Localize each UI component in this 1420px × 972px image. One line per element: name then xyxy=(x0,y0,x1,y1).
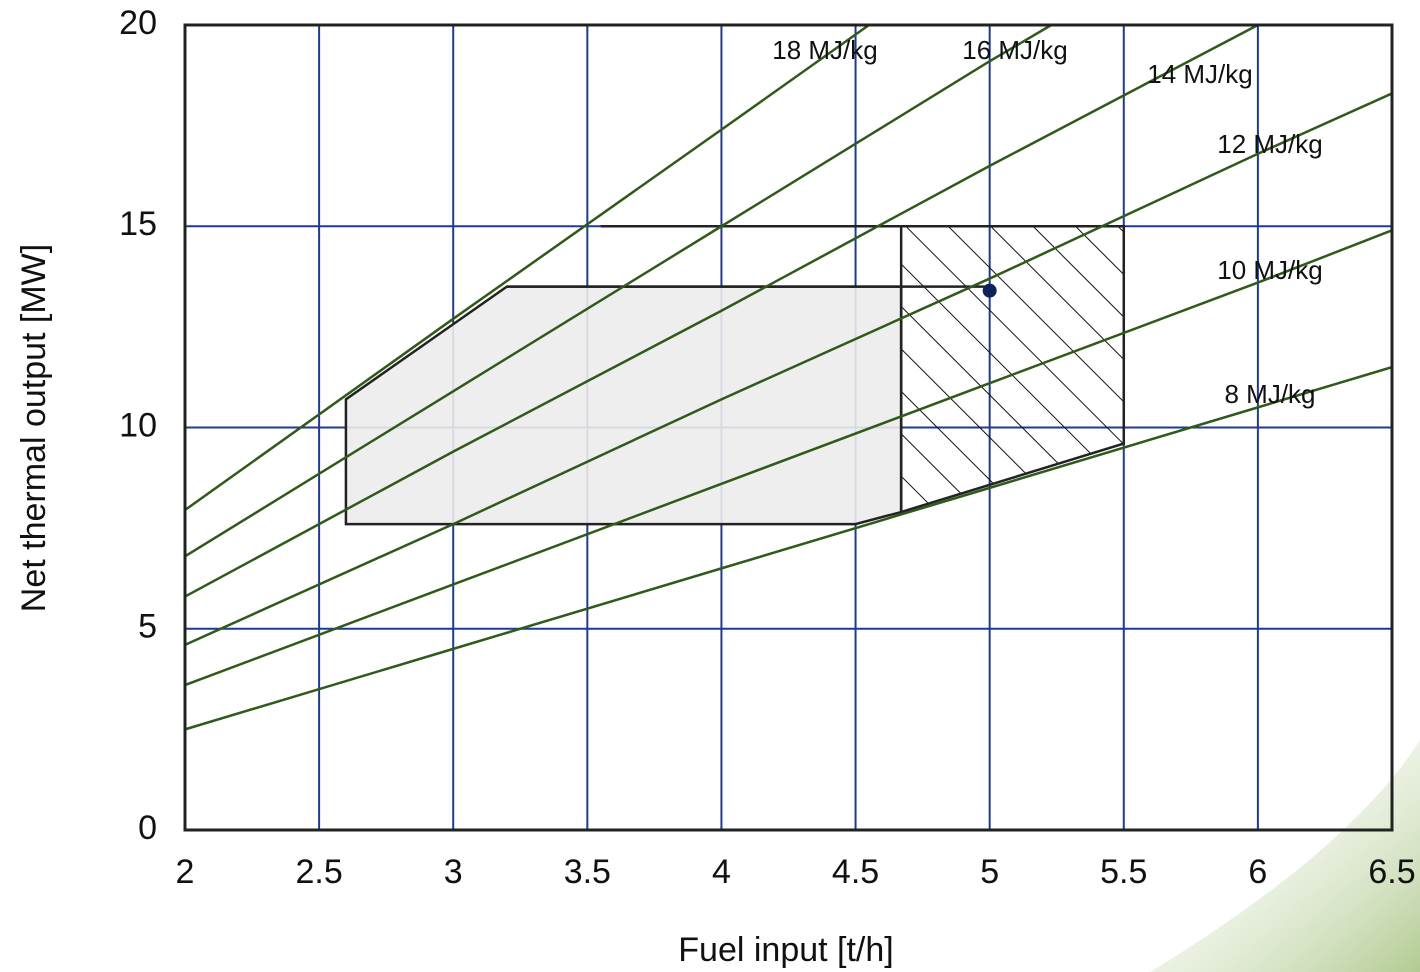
plot-frame xyxy=(183,23,1394,832)
y-tick-label: 0 xyxy=(138,809,157,847)
x-axis-title: Fuel input [t/h] xyxy=(678,931,893,969)
y-tick-label: 10 xyxy=(119,406,157,444)
x-tick-label: 4 xyxy=(712,853,731,891)
curve-label: 8 MJ/kg xyxy=(1224,379,1315,409)
y-tick-label: 20 xyxy=(119,4,157,42)
curve xyxy=(184,23,1259,598)
curve-label: 18 MJ/kg xyxy=(772,35,878,65)
curve-label: 12 MJ/kg xyxy=(1217,129,1323,159)
background-swoosh xyxy=(1150,740,1420,972)
x-tick-label: 5.5 xyxy=(1100,853,1147,891)
y-tick-label: 15 xyxy=(119,205,157,243)
y-axis-title: Net thermal output [MW] xyxy=(15,244,53,612)
curve-label: 10 MJ/kg xyxy=(1217,255,1323,285)
x-tick-label: 2 xyxy=(176,853,195,891)
curve xyxy=(184,23,1052,558)
curve-label: 14 MJ/kg xyxy=(1147,59,1253,89)
x-tick-label: 5 xyxy=(980,853,999,891)
curve xyxy=(184,365,1393,731)
plot-area: 2 2.5 3 3.5 4 4.5 5 5.5 6 6.5 0 5 10 15 20 18 MJ/kg 16 M… xyxy=(119,4,1415,891)
curve xyxy=(184,23,870,512)
curve-label: 16 MJ/kg xyxy=(962,35,1068,65)
curve xyxy=(184,229,1393,687)
x-tick-label: 2.5 xyxy=(295,853,342,891)
x-tick-label: 4.5 xyxy=(832,853,879,891)
x-tick-label: 6.5 xyxy=(1368,853,1415,891)
operating-point xyxy=(982,283,997,298)
x-tick-label: 3.5 xyxy=(564,853,611,891)
curve xyxy=(184,92,1393,646)
x-tick-label: 3 xyxy=(444,853,463,891)
y-tick-label: 5 xyxy=(138,608,157,646)
x-tick-label: 6 xyxy=(1248,853,1267,891)
